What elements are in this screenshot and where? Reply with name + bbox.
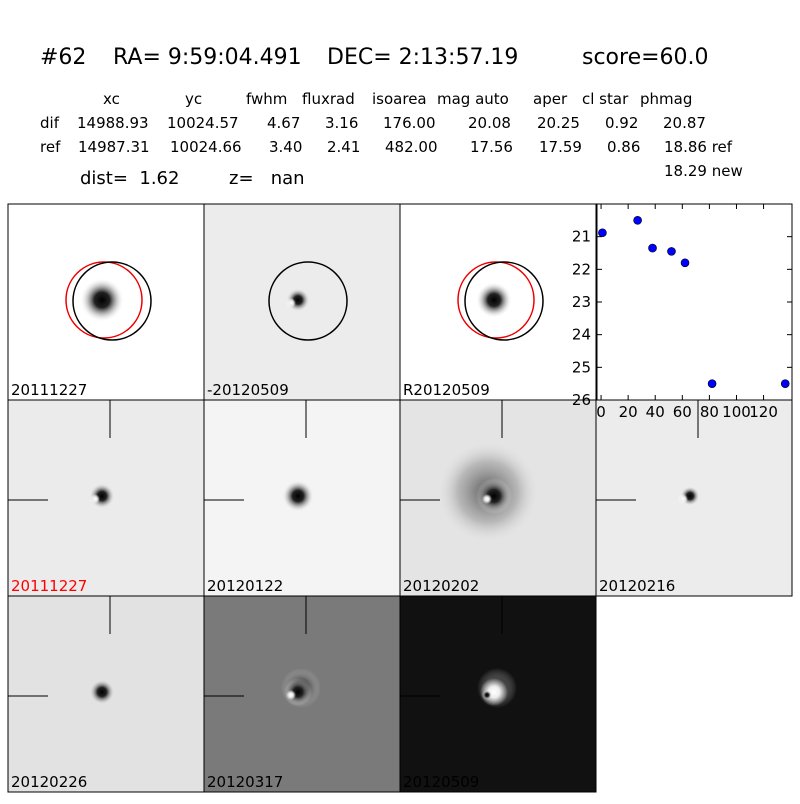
table-cell: 3.16 [325, 114, 358, 132]
column-header: phmag [640, 90, 692, 108]
y-tick-label: 21 [572, 228, 591, 246]
stamp-label: 20120509 [403, 773, 479, 791]
x-tick-label: 100 [722, 403, 751, 421]
point [680, 258, 690, 268]
ref-circle [457, 261, 535, 339]
x-tick-label: 40 [646, 403, 665, 421]
star [80, 278, 124, 322]
column-header: aper [533, 90, 568, 108]
row-label: ref [40, 138, 61, 156]
stamp-label: -20120509 [207, 381, 289, 399]
row-label: dif [40, 114, 60, 132]
x-tick-label: 80 [700, 403, 719, 421]
table-cell: 17.56 [470, 138, 513, 156]
table-cell: 17.59 [539, 138, 582, 156]
point [667, 247, 676, 256]
column-header: cl star [582, 90, 629, 108]
aperture [268, 261, 348, 341]
y-tick-label: 22 [572, 260, 591, 278]
table-cell: 10024.57 [167, 114, 239, 132]
column-header: fluxrad [302, 90, 355, 108]
x-tick-label: 0 [596, 403, 606, 421]
table-cell: 3.40 [269, 138, 302, 156]
stamp-label: 20120317 [207, 773, 283, 791]
x-tick-label: 60 [673, 403, 692, 421]
ra: RA= 9:59:04.491 [113, 45, 302, 70]
point [707, 379, 717, 388]
stamp-label: 20111227 [11, 577, 87, 595]
residual [90, 494, 100, 504]
stamp-label: R20120509 [403, 381, 490, 399]
column-header: yc [185, 90, 202, 108]
star [89, 679, 115, 705]
column-header: isoarea [372, 90, 427, 108]
phmag-new: 18.29 new [664, 162, 743, 180]
column-header: xc [103, 90, 120, 108]
score: score=60.0 [582, 45, 709, 70]
table-cell: 20.87 [663, 114, 706, 132]
object-id: #62 [40, 45, 86, 70]
y-tick-label: 23 [572, 293, 591, 311]
point [780, 379, 790, 388]
residual [286, 690, 296, 700]
table-cell: 20.25 [537, 114, 580, 132]
table-cell: 0.86 [607, 138, 640, 156]
table-cell: 18.86 ref [664, 138, 733, 156]
table-cell: 0.92 [605, 114, 638, 132]
aperture [72, 261, 152, 341]
stamp-label: 20120216 [599, 577, 675, 595]
x-tick-label: 120 [749, 403, 778, 421]
redshift: z= nan [229, 168, 305, 189]
table-cell: 10024.66 [170, 138, 242, 156]
table-cell: 14987.31 [78, 138, 150, 156]
aperture [464, 261, 544, 341]
stamp-label: 20120226 [11, 773, 87, 791]
stamp-label: 20111227 [11, 381, 87, 399]
column-header: mag auto [437, 90, 509, 108]
table-cell: 176.00 [383, 114, 436, 132]
star [282, 480, 314, 512]
table-cell: 14988.93 [77, 114, 149, 132]
stamp-label: 20120202 [403, 577, 479, 595]
table-cell: 2.41 [327, 138, 360, 156]
point [633, 216, 642, 225]
residual [286, 298, 296, 308]
dist: dist= 1.62 [80, 168, 179, 189]
table-cell: 4.67 [267, 114, 300, 132]
ref-circle [65, 261, 143, 339]
y-tick-label: 24 [572, 326, 591, 344]
point [598, 228, 607, 238]
dec: DEC= 2:13:57.19 [327, 45, 518, 70]
y-tick-label: 25 [572, 358, 591, 376]
table-cell: 20.08 [468, 114, 511, 132]
y-tick-label: 26 [572, 391, 591, 409]
star [476, 478, 512, 514]
stamp-label: 20120122 [207, 577, 283, 595]
stamp-border [399, 595, 597, 793]
residual [482, 690, 492, 700]
x-tick-label: 20 [619, 403, 638, 421]
residual [482, 494, 492, 504]
residual [678, 494, 688, 504]
column-header: fwhm [246, 90, 287, 108]
point [648, 243, 657, 253]
star [476, 282, 512, 318]
table-cell: 482.00 [385, 138, 438, 156]
plot-area [596, 203, 793, 401]
